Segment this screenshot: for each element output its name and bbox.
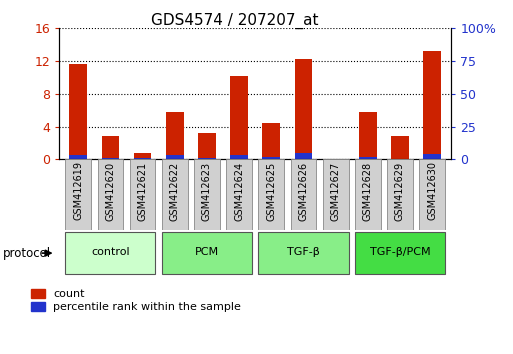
Text: GSM412622: GSM412622 (170, 161, 180, 221)
Bar (290, 159, 317, 230)
Bar (66, 159, 91, 230)
Bar (166, 112, 184, 159)
Text: GSM412619: GSM412619 (73, 161, 83, 221)
Bar (294, 59, 312, 159)
Text: protocol: protocol (3, 247, 51, 259)
Text: GSM412625: GSM412625 (266, 161, 277, 221)
Text: GSM412621: GSM412621 (137, 161, 148, 221)
Bar (355, 159, 381, 230)
Text: PCM: PCM (195, 247, 219, 257)
Bar (162, 233, 252, 274)
Text: TGF-β: TGF-β (287, 247, 320, 257)
Bar (263, 123, 280, 159)
Bar (230, 155, 248, 159)
Bar (323, 159, 348, 230)
Bar (130, 159, 155, 230)
Bar (230, 76, 248, 159)
Bar (294, 153, 312, 159)
Bar (423, 51, 441, 159)
Text: GSM412629: GSM412629 (395, 161, 405, 221)
Bar (359, 157, 377, 159)
Bar (97, 159, 123, 230)
Bar (198, 158, 216, 159)
Bar (134, 153, 151, 159)
Bar (391, 136, 409, 159)
Text: GSM412630: GSM412630 (427, 161, 437, 221)
Bar (359, 112, 377, 159)
Text: GSM412626: GSM412626 (299, 161, 308, 221)
Bar (259, 159, 284, 230)
Text: GSM412628: GSM412628 (363, 161, 373, 221)
Bar (259, 233, 348, 274)
Bar (263, 157, 280, 159)
Text: GSM412623: GSM412623 (202, 161, 212, 221)
Bar (198, 133, 216, 159)
Text: GDS4574 / 207207_at: GDS4574 / 207207_at (151, 12, 319, 29)
Bar (69, 63, 87, 159)
Bar (102, 158, 120, 159)
Bar (162, 159, 188, 230)
Bar (194, 159, 220, 230)
Bar (355, 233, 445, 274)
Text: GSM412624: GSM412624 (234, 161, 244, 221)
Bar (102, 136, 120, 159)
Text: GSM412627: GSM412627 (331, 161, 341, 221)
Bar (66, 233, 155, 274)
Bar (423, 154, 441, 159)
Bar (387, 159, 413, 230)
Text: control: control (91, 247, 130, 257)
Bar (226, 159, 252, 230)
Text: GSM412620: GSM412620 (106, 161, 115, 221)
Bar (166, 155, 184, 159)
Bar (419, 159, 445, 230)
Legend: count, percentile rank within the sample: count, percentile rank within the sample (31, 289, 241, 313)
Bar (134, 158, 151, 159)
Text: TGF-β/PCM: TGF-β/PCM (370, 247, 430, 257)
Bar (69, 155, 87, 159)
